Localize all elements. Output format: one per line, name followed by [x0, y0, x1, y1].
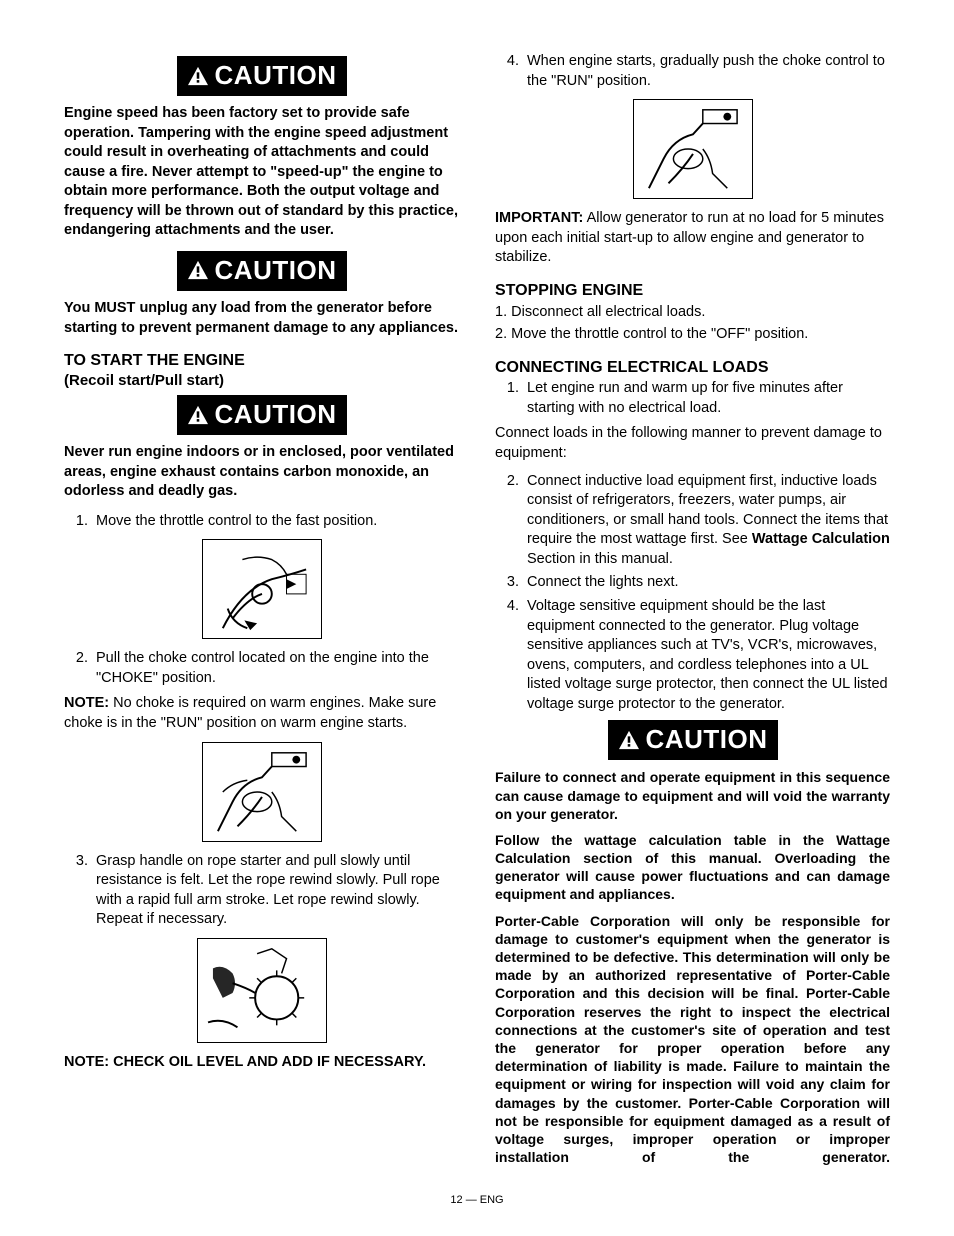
caution-label: CAUTION: [215, 60, 337, 91]
left-column: CAUTION Engine speed has been factory se…: [64, 50, 459, 1174]
connect-steps: Connect inductive load equipment first, …: [495, 472, 890, 715]
start-engine-heading: TO START THE ENGINE: [64, 352, 459, 370]
note-text: No choke is required on warm engines. Ma…: [64, 695, 436, 731]
connecting-loads-heading: CONNECTING ELECTRICAL LOADS: [495, 359, 890, 377]
list-item: Connect the lights next.: [523, 573, 890, 593]
manual-page: CAUTION Engine speed has been factory se…: [0, 0, 954, 1236]
caution-label: CAUTION: [215, 255, 337, 286]
two-column-layout: CAUTION Engine speed has been factory se…: [64, 50, 890, 1174]
wattage-calc-ref: Wattage Calculation: [752, 531, 890, 547]
caution-badge: CAUTION: [177, 395, 347, 435]
caution-label: CAUTION: [646, 724, 768, 755]
caution-text-exhaust: Never run engine indoors or in enclosed,…: [64, 443, 459, 502]
caution-text-speed: Engine speed has been factory set to pro…: [64, 104, 459, 241]
right-column: When engine starts, gradually push the c…: [495, 50, 890, 1174]
throttle-illustration: [202, 539, 322, 639]
caution-badge: CAUTION: [608, 720, 778, 760]
list-item: Grasp handle on rope starter and pull sl…: [92, 852, 459, 930]
warning-triangle-icon: [187, 260, 209, 280]
list-item: Let engine run and warm up for five minu…: [523, 379, 890, 418]
warning-triangle-icon: [187, 405, 209, 425]
stopping-engine-heading: STOPPING ENGINE: [495, 282, 890, 300]
warranty-warning-3: Porter-Cable Corporation will only be re…: [495, 912, 890, 1167]
list-item: 2. Move the throttle control to the "OFF…: [495, 324, 890, 346]
list-item: Connect inductive load equipment first, …: [523, 472, 890, 570]
list-item: 1. Disconnect all electrical loads.: [495, 302, 890, 324]
warning-triangle-icon: [187, 66, 209, 86]
list-item: Move the throttle control to the fast po…: [92, 512, 459, 532]
stop-steps: 1. Disconnect all electrical loads. 2. M…: [495, 302, 890, 346]
step-text-b: Section in this manual.: [527, 551, 673, 567]
warranty-warning-1: Failure to connect and operate equipment…: [495, 768, 890, 823]
start-steps-list: When engine starts, gradually push the c…: [495, 52, 890, 91]
rope-starter-illustration: [197, 938, 327, 1043]
caution-text-unplug: You MUST unplug any load from the genera…: [64, 299, 459, 338]
note-choke: NOTE: No choke is required on warm engin…: [64, 694, 459, 733]
start-steps-list: Pull the choke control located on the en…: [64, 649, 459, 688]
warning-triangle-icon: [618, 730, 640, 750]
start-steps-list: Move the throttle control to the fast po…: [64, 512, 459, 532]
caution-label: CAUTION: [215, 399, 337, 430]
start-steps-list: Grasp handle on rope starter and pull sl…: [64, 852, 459, 930]
note-oil: NOTE: CHECK OIL LEVEL AND ADD IF NECESSA…: [64, 1053, 459, 1073]
important-note: IMPORTANT: Allow generator to run at no …: [495, 209, 890, 268]
list-item: Pull the choke control located on the en…: [92, 649, 459, 688]
connect-steps: Let engine run and warm up for five minu…: [495, 379, 890, 418]
run-position-illustration: [633, 99, 753, 199]
important-label: IMPORTANT:: [495, 210, 583, 226]
connect-intro: Connect loads in the following manner to…: [495, 424, 890, 463]
note-label: NOTE:: [64, 695, 109, 711]
start-engine-subheading: (Recoil start/Pull start): [64, 372, 459, 389]
caution-badge: CAUTION: [177, 251, 347, 291]
warranty-warning-2: Follow the wattage calculation table in …: [495, 831, 890, 904]
choke-illustration: [202, 742, 322, 842]
caution-badge: CAUTION: [177, 56, 347, 96]
list-item: Voltage sensitive equipment should be th…: [523, 597, 890, 714]
list-item: When engine starts, gradually push the c…: [523, 52, 890, 91]
page-footer: 12 — ENG: [64, 1194, 890, 1206]
